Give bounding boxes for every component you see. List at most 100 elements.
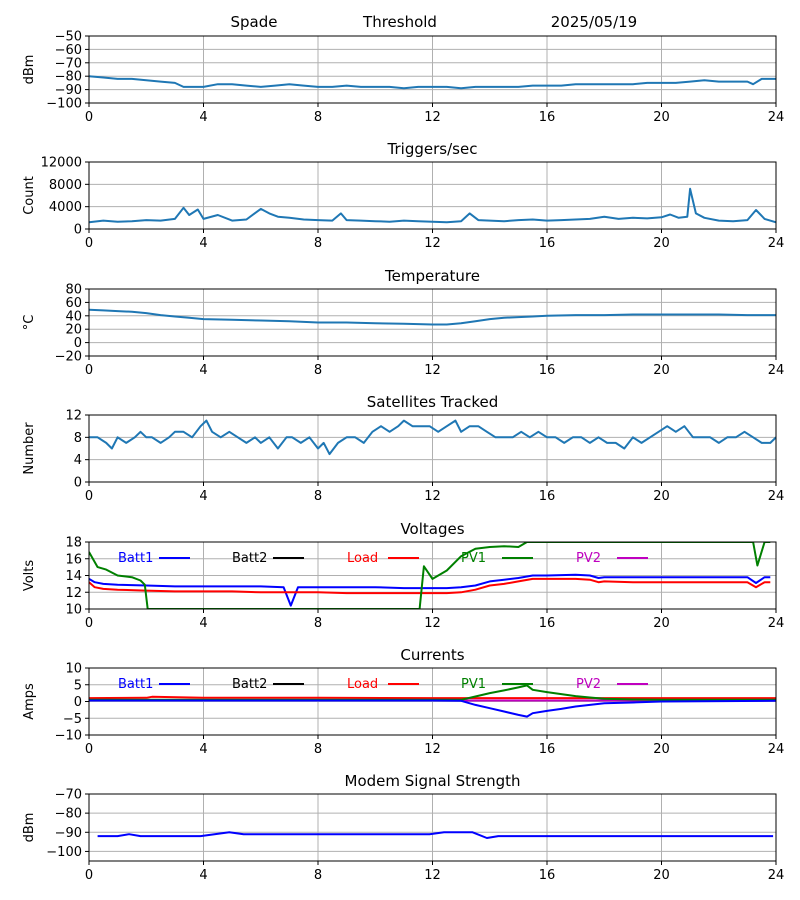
x-tick-label: 4 [199, 868, 207, 883]
y-axis-label: dBm [22, 813, 37, 843]
series-group [89, 419, 776, 456]
x-tick-label: 4 [199, 110, 207, 125]
x-tick-label: 24 [768, 236, 785, 251]
x-tick-label: 16 [539, 110, 556, 125]
y-tick-label: 60 [65, 296, 82, 311]
y-tick-label: −50 [55, 30, 82, 45]
series-line-main [89, 187, 776, 224]
y-tick-label: −90 [55, 83, 82, 98]
x-tick-label: 20 [653, 489, 670, 504]
x-tick-label: 16 [539, 489, 556, 504]
header-mode: Threshold [362, 13, 437, 31]
y-tick-label: 12000 [41, 156, 82, 171]
chart-title: Currents [400, 646, 464, 664]
x-tick-label: 8 [314, 868, 322, 883]
x-tick-label: 0 [85, 742, 93, 757]
y-tick-label: 10 [65, 662, 82, 677]
series-line-load [89, 577, 771, 595]
series-group [97, 831, 774, 839]
x-tick-label: 0 [85, 616, 93, 631]
y-tick-label: −100 [46, 845, 82, 860]
legend-label-batt1: Batt1 [118, 551, 153, 566]
y-axis-label: Volts [22, 560, 37, 592]
x-tick-label: 8 [314, 616, 322, 631]
x-tick-label: 20 [653, 868, 670, 883]
x-tick-label: 12 [424, 489, 441, 504]
y-tick-label: 5 [74, 678, 82, 693]
x-tick-label: 4 [199, 489, 207, 504]
series-group [89, 684, 776, 718]
x-tick-label: 0 [85, 110, 93, 125]
y-tick-label: −10 [55, 729, 82, 744]
x-tick-label: 12 [424, 110, 441, 125]
x-tick-label: 8 [314, 742, 322, 757]
series-line-main [89, 308, 776, 326]
y-tick-label: −80 [55, 807, 82, 822]
x-tick-label: 16 [539, 236, 556, 251]
legend-label-pv1: PV1 [461, 551, 486, 566]
series-line-load [89, 695, 776, 700]
y-tick-label: 20 [65, 323, 82, 338]
chart-2: 0 4 8 12 16 20 24 0 4000 8000 12000 Triggers/sec Cou… [22, 140, 784, 251]
y-tick-label: −70 [55, 56, 82, 71]
series-line-pv1 [89, 684, 776, 701]
x-tick-label: 12 [424, 742, 441, 757]
x-tick-label: 4 [199, 236, 207, 251]
series-line-pv1 [89, 542, 771, 609]
y-tick-label: 4000 [49, 200, 82, 215]
x-tick-label: 24 [768, 363, 785, 378]
legend-label-load: Load [347, 677, 378, 692]
x-tick-label: 24 [768, 742, 785, 757]
y-tick-label: −20 [55, 350, 82, 365]
chart-title: Satellites Tracked [367, 393, 498, 411]
x-tick-label: 8 [314, 110, 322, 125]
chart-title: Modem Signal Strength [345, 772, 521, 790]
y-axis-label: Number [22, 422, 37, 475]
y-tick-label: 0 [74, 695, 82, 710]
x-tick-label: 8 [314, 489, 322, 504]
x-tick-label: 16 [539, 868, 556, 883]
x-tick-label: 16 [539, 616, 556, 631]
series-group [89, 75, 776, 90]
y-tick-label: 40 [65, 309, 82, 324]
x-tick-label: 12 [424, 868, 441, 883]
y-tick-label: 12 [65, 586, 82, 601]
y-tick-label: 16 [65, 552, 82, 567]
y-tick-label: 8000 [49, 178, 82, 193]
y-axis-label: °C [22, 315, 37, 331]
x-tick-label: 16 [539, 742, 556, 757]
y-tick-label: 8 [74, 431, 82, 446]
legend-label-pv2: PV2 [576, 677, 601, 692]
chart-4: 0 4 8 12 16 20 24 0 4 8 12 Satellites Tracked Number [22, 393, 784, 504]
y-tick-label: 18 [65, 536, 82, 551]
x-tick-label: 20 [653, 236, 670, 251]
y-tick-label: 4 [74, 453, 82, 468]
header-site: Spade [231, 13, 278, 31]
header-date: 2025/05/19 [551, 13, 637, 31]
page-header: Spade Threshold 2025/05/19 [231, 13, 638, 31]
x-tick-label: 4 [199, 616, 207, 631]
y-tick-label: −90 [55, 826, 82, 841]
x-tick-label: 0 [85, 868, 93, 883]
chart-title: Temperature [384, 267, 480, 285]
x-tick-label: 20 [653, 363, 670, 378]
y-tick-label: −5 [63, 712, 82, 727]
y-tick-label: 0 [74, 223, 82, 238]
x-tick-label: 4 [199, 363, 207, 378]
legend-label-load: Load [347, 551, 378, 566]
series-group [89, 187, 776, 224]
chart-title: Voltages [400, 520, 464, 538]
legend-label-pv1: PV1 [461, 677, 486, 692]
y-tick-label: 10 [65, 603, 82, 618]
y-tick-label: 80 [65, 283, 82, 298]
series-line-main [97, 831, 774, 839]
x-tick-label: 20 [653, 616, 670, 631]
series-line-batt1 [89, 573, 771, 607]
series-line-main [89, 75, 776, 90]
x-tick-label: 0 [85, 489, 93, 504]
